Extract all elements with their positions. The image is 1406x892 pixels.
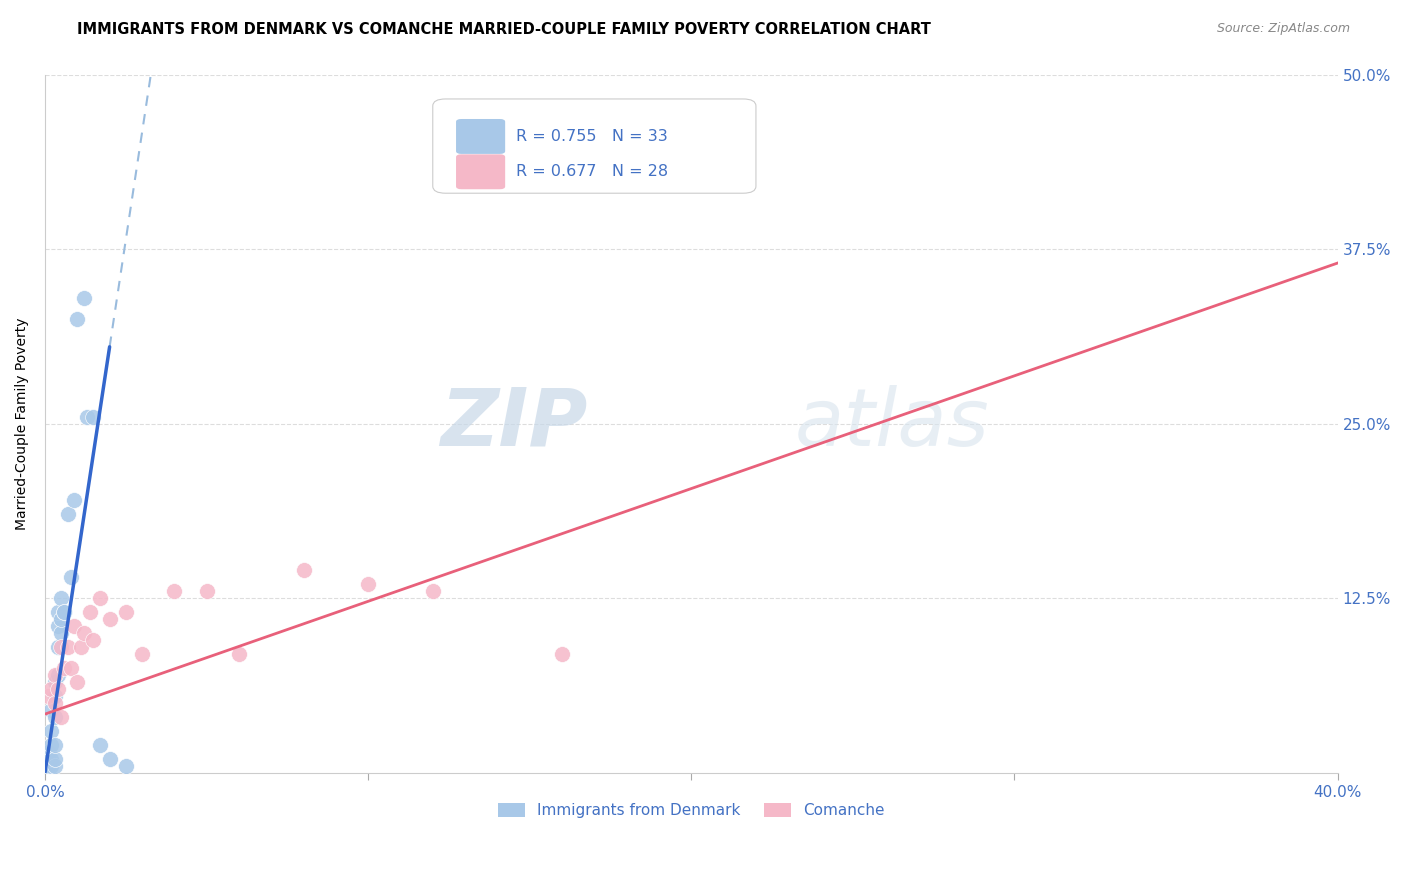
Point (79, 605, 101, 619)
Point (41, 723, 63, 738)
Point (63, 493, 86, 508)
Point (422, 584, 444, 599)
Text: R = 0.755   N = 33: R = 0.755 N = 33 (516, 129, 668, 144)
Point (46, 619, 69, 633)
Point (357, 577, 380, 591)
Point (56, 640, 79, 654)
Legend: Immigrants from Denmark, Comanche: Immigrants from Denmark, Comanche (492, 797, 891, 824)
Point (66, 675, 89, 690)
Point (44, 689, 66, 703)
Point (37, 689, 59, 703)
Point (56, 508, 79, 522)
Point (59, 570, 82, 584)
Point (66, 312, 89, 326)
Point (89, 591, 111, 606)
Point (44, 738, 66, 752)
Point (73, 291, 96, 305)
Point (41, 703, 63, 717)
Point (46, 681, 69, 696)
Point (82, 633, 104, 648)
Point (49, 710, 72, 724)
Point (49, 640, 72, 654)
Point (41, 758, 63, 772)
Point (44, 675, 66, 690)
Point (69, 640, 91, 654)
Point (44, 710, 66, 724)
Text: Source: ZipAtlas.com: Source: ZipAtlas.com (1216, 22, 1350, 36)
FancyBboxPatch shape (433, 99, 756, 194)
Point (76, 409, 98, 424)
Point (53, 605, 76, 619)
Point (59, 661, 82, 675)
Point (46, 605, 69, 619)
Point (44, 758, 66, 772)
Point (163, 584, 186, 599)
Point (37, 745, 59, 759)
Point (82, 409, 104, 424)
Point (37, 758, 59, 772)
Point (114, 605, 136, 619)
Point (41, 752, 63, 766)
FancyBboxPatch shape (456, 119, 505, 154)
Point (195, 584, 218, 599)
Point (53, 605, 76, 619)
Point (228, 647, 250, 661)
Y-axis label: Married-Couple Family Poverty: Married-Couple Family Poverty (15, 318, 30, 530)
Point (44, 668, 66, 682)
Point (73, 626, 96, 640)
Text: IMMIGRANTS FROM DENMARK VS COMANCHE MARRIED-COUPLE FAMILY POVERTY CORRELATION CH: IMMIGRANTS FROM DENMARK VS COMANCHE MARR… (77, 22, 931, 37)
Point (46, 668, 69, 682)
Point (49, 612, 72, 626)
Text: atlas: atlas (794, 384, 990, 463)
Point (44, 752, 66, 766)
Point (44, 696, 66, 710)
Point (114, 758, 136, 772)
Point (53, 661, 76, 675)
FancyBboxPatch shape (456, 154, 505, 189)
Point (292, 563, 315, 577)
Point (41, 738, 63, 752)
Point (46, 640, 69, 654)
Point (63, 619, 86, 633)
Point (551, 647, 574, 661)
Text: R = 0.677   N = 28: R = 0.677 N = 28 (516, 164, 668, 179)
Point (49, 591, 72, 606)
Point (131, 647, 153, 661)
Point (98, 752, 121, 766)
Point (41, 681, 63, 696)
Point (89, 738, 111, 752)
Point (49, 626, 72, 640)
Point (98, 612, 121, 626)
Text: ZIP: ZIP (440, 384, 588, 463)
Point (37, 752, 59, 766)
